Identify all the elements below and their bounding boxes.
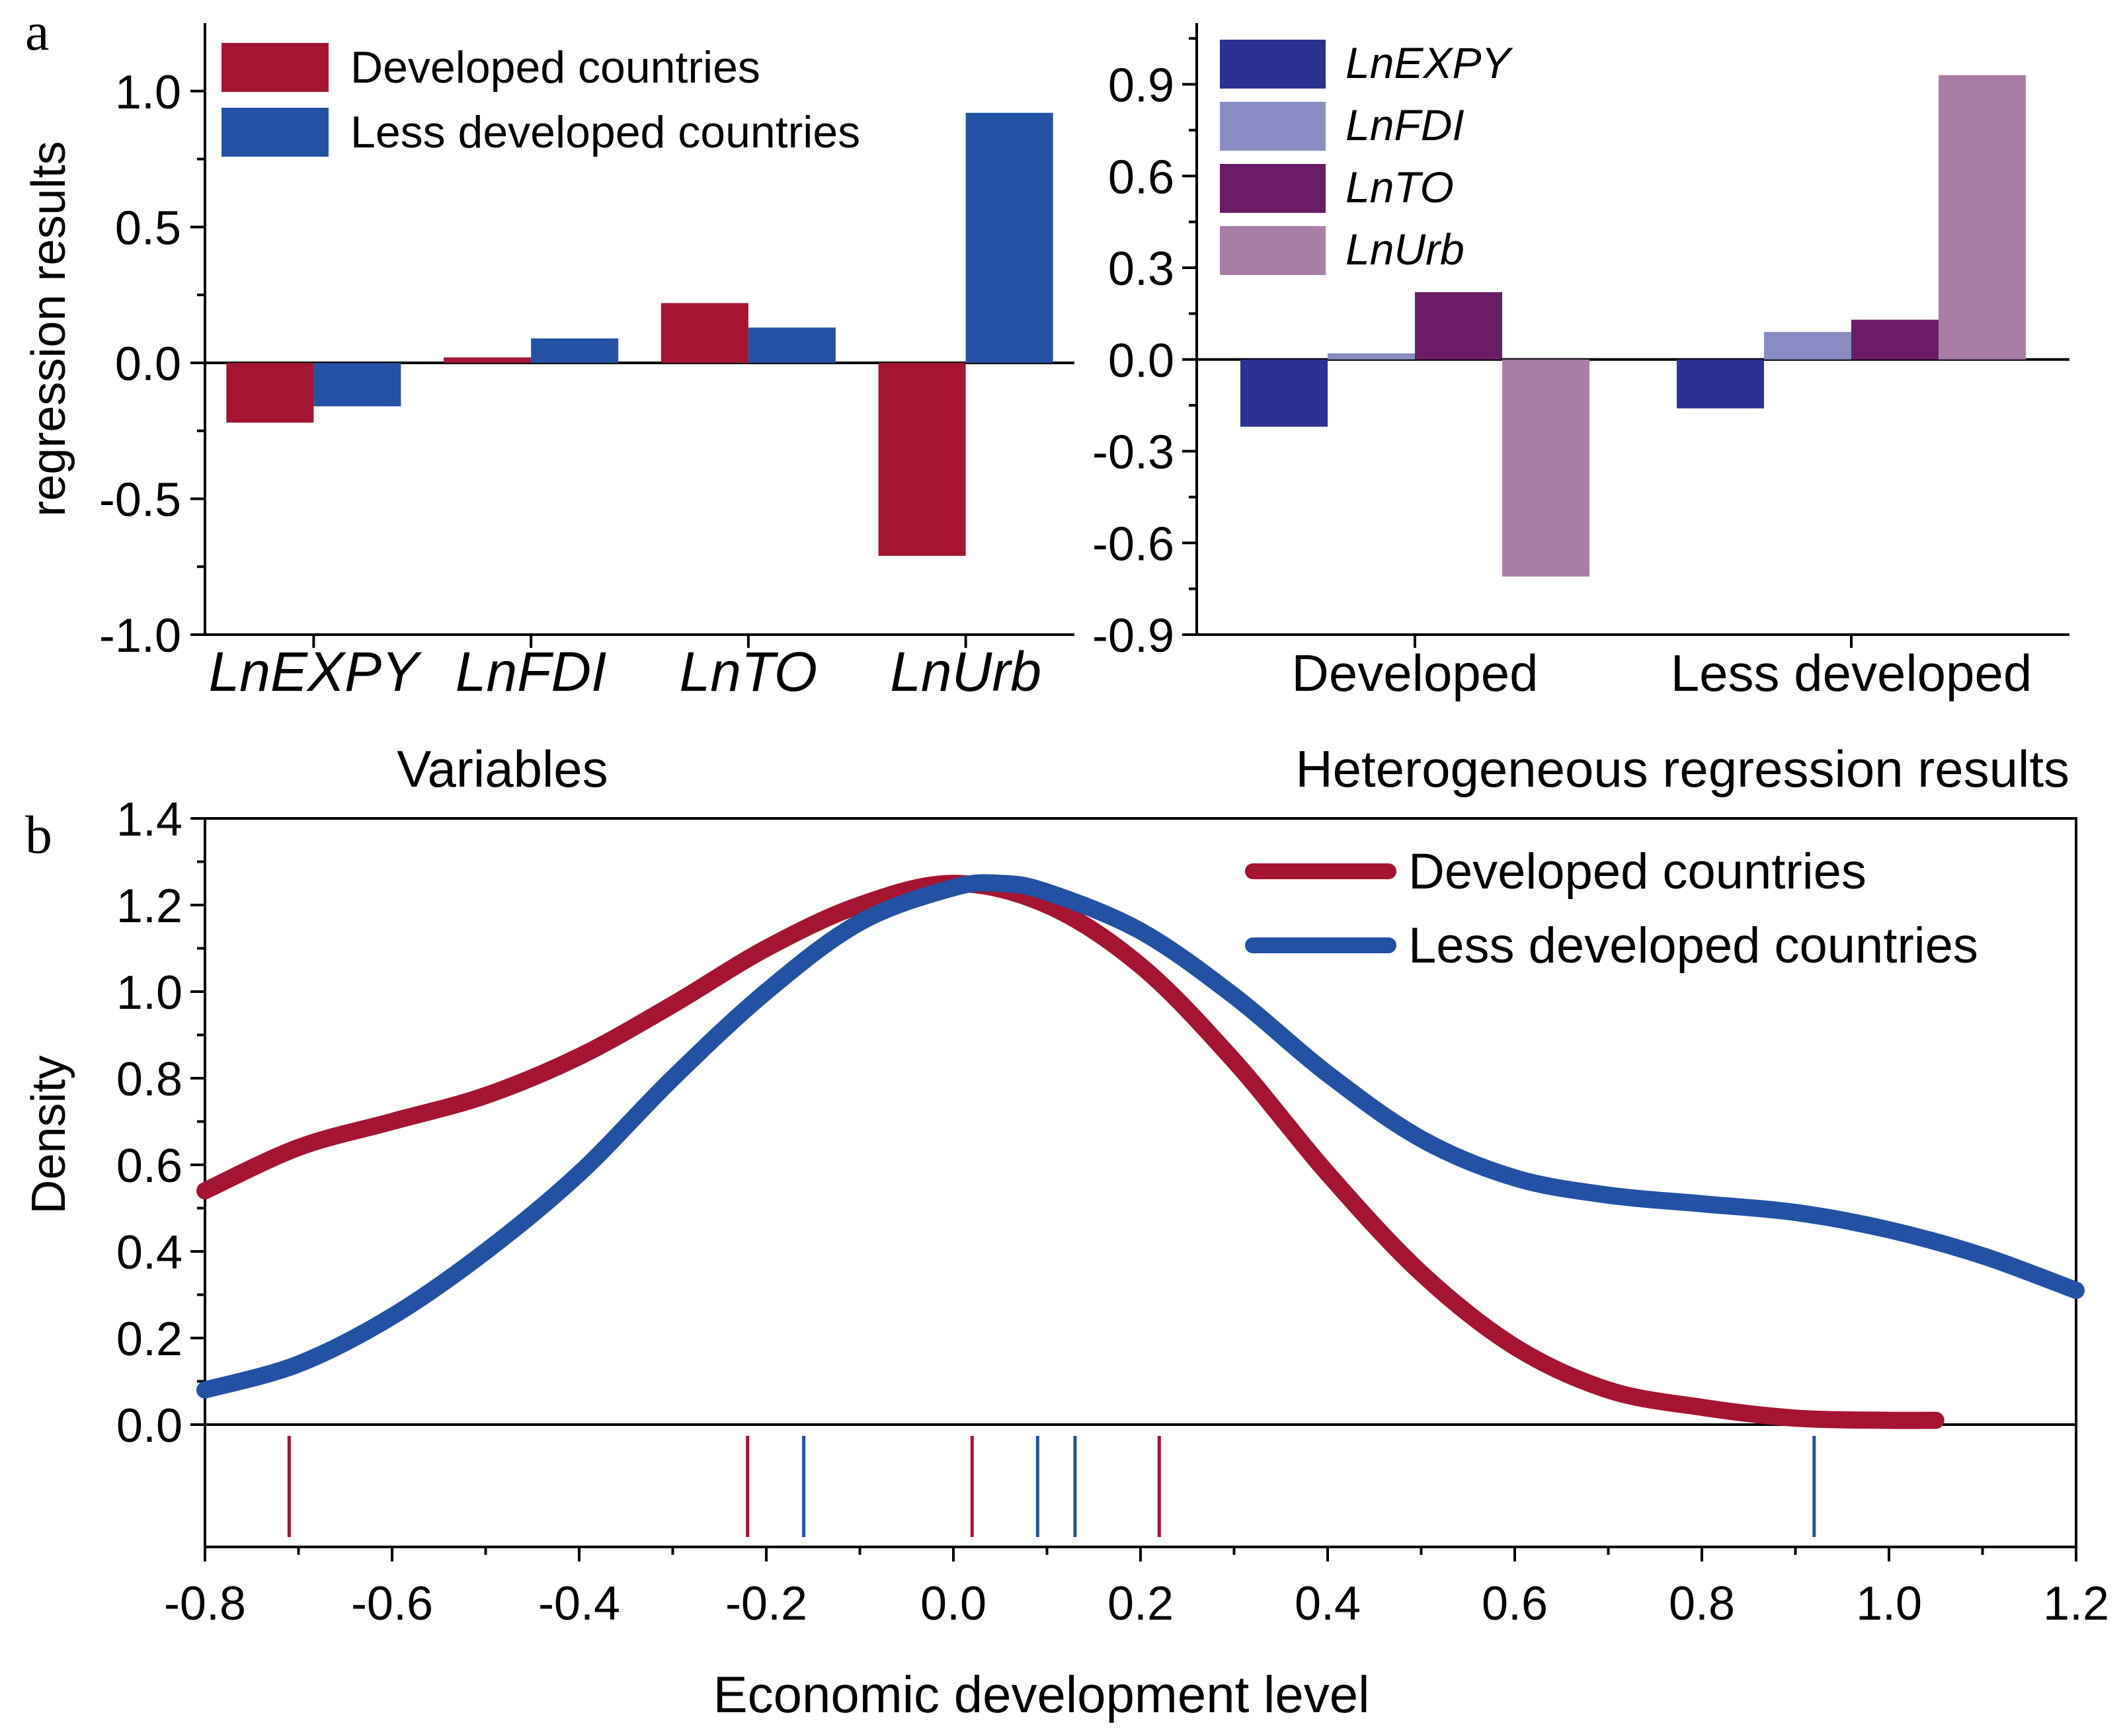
bar-less-developed-countries-lnexpy	[313, 362, 401, 407]
x-tick-label: 1.2	[2043, 1577, 2109, 1630]
y-tick-label: 0.8	[116, 1053, 182, 1106]
legend-swatch-lnexpy	[1220, 40, 1326, 89]
y-tick-label: 0.3	[1108, 243, 1174, 296]
bar-developed-countries-lnfdi	[444, 357, 532, 363]
y-tick-label: 0.6	[116, 1140, 182, 1193]
y-tick-label: 0.0	[116, 1400, 182, 1452]
chart-density: 0.0 0.2 0.4 0.6 0.8 1.0 1.2 1.4 -0.8 -0.6 -0.4 -0.2…	[22, 793, 2109, 1723]
legend-label-lnexpy: LnEXPY	[1345, 38, 1513, 87]
bar-lnexpy-less-developed	[1677, 359, 1764, 409]
x-tick-label-developed: Developed	[1292, 644, 1539, 702]
density-line-developed-countries	[196, 875, 1945, 1429]
legend-swatch-developed-countries	[221, 43, 329, 92]
bar-developed-countries-lnto	[661, 303, 748, 363]
bar-less-developed-countries-lnfdi	[531, 338, 619, 363]
x-tick-label-lnexpy: LnEXPY	[209, 641, 423, 703]
y-axis-label: regression results	[22, 141, 75, 516]
legend-label-lnfdi: LnFDI	[1345, 100, 1465, 149]
x-axis-label: Variables	[397, 740, 608, 798]
legend-swatch-less-developed-countries	[221, 108, 329, 157]
y-tick-label: 0.6	[1108, 151, 1174, 204]
legend-swatch-lnurb	[1220, 226, 1326, 275]
x-tick-label: -0.8	[164, 1577, 246, 1630]
x-tick-label: 1.0	[1856, 1577, 1922, 1630]
y-tick-label: -0.3	[1092, 426, 1174, 479]
bar-less-developed-countries-lnurb	[965, 112, 1053, 363]
x-tick-label: 0.8	[1669, 1577, 1735, 1630]
y-axis-label: Density	[22, 1055, 75, 1214]
bar-developed-countries-lnurb	[878, 362, 966, 556]
bar-lnfdi-developed	[1328, 353, 1415, 360]
panel-label-b: b	[25, 805, 52, 865]
bar-less-developed-countries-lnto	[748, 327, 836, 363]
y-tick-label: 0.0	[1108, 335, 1174, 387]
x-tick-label-lnurb: LnUrb	[890, 641, 1041, 703]
y-tick-label: 0.4	[116, 1226, 182, 1279]
x-tick-label-lnto: LnTO	[680, 641, 818, 703]
y-tick-label: -1.0	[99, 610, 181, 662]
y-tick-label: 1.0	[116, 967, 182, 1019]
x-tick-label: 0.0	[920, 1577, 986, 1630]
x-tick-label: -0.2	[725, 1577, 807, 1630]
legend-label-less-developed-countries: Less developed countries	[350, 107, 860, 157]
x-tick-label: 0.4	[1295, 1577, 1361, 1630]
chart-heterogeneous-regression: -0.9 -0.6 -0.3 0.0 0.3 0.6 0.9 Developed Less de…	[1092, 23, 2069, 798]
y-tick-label: 0.2	[116, 1313, 182, 1366]
bar-lnto-developed	[1415, 292, 1502, 360]
panel-label-a: a	[25, 1, 49, 61]
x-tick-label: 0.2	[1107, 1577, 1174, 1630]
legend-label-less-developed-countries: Less developed countries	[1408, 918, 1978, 974]
chart-regression-by-variable: -1.0 -0.5 0.0 0.5 1.0 regression results LnEXP…	[22, 23, 1074, 798]
x-tick-label: -0.4	[538, 1577, 620, 1630]
y-tick-label: 1.0	[115, 66, 181, 119]
legend-swatch-lnto	[1220, 164, 1326, 213]
x-tick-label: 0.6	[1482, 1577, 1548, 1630]
y-tick-label: 1.2	[116, 880, 182, 933]
bar-lnexpy-developed	[1240, 359, 1328, 427]
legend-label-developed-countries: Developed countries	[1408, 844, 1866, 900]
y-tick-label: -0.5	[99, 473, 181, 526]
x-axis-label: Economic development level	[713, 1665, 1370, 1723]
bar-lnto-less-developed	[1851, 319, 1939, 360]
legend-swatch-lnfdi	[1220, 102, 1326, 151]
x-tick-label: -0.6	[351, 1577, 433, 1630]
y-tick-label: 1.4	[116, 793, 182, 846]
bar-lnurb-developed	[1502, 359, 1589, 577]
x-tick-label-lnfdi: LnFDI	[456, 641, 607, 703]
legend-label-developed-countries: Developed countries	[350, 42, 760, 93]
legend-label-lnto: LnTO	[1345, 163, 1454, 212]
bar-lnfdi-less-developed	[1764, 332, 1851, 360]
y-tick-label: -0.9	[1092, 610, 1174, 662]
y-tick-label: -0.6	[1092, 518, 1174, 571]
y-tick-label: 0.9	[1108, 59, 1174, 112]
y-tick-label: 0.0	[115, 338, 181, 391]
legend-label-lnurb: LnUrb	[1345, 225, 1465, 274]
x-tick-label-less-developed: Less developed	[1671, 644, 2032, 702]
density-line-less-developed-countries	[196, 874, 2085, 1399]
y-tick-label: 0.5	[115, 202, 181, 255]
x-axis-label: Heterogeneous regression results	[1295, 740, 2069, 798]
bar-developed-countries-lnexpy	[226, 362, 314, 423]
bar-lnurb-less-developed	[1939, 75, 2026, 360]
